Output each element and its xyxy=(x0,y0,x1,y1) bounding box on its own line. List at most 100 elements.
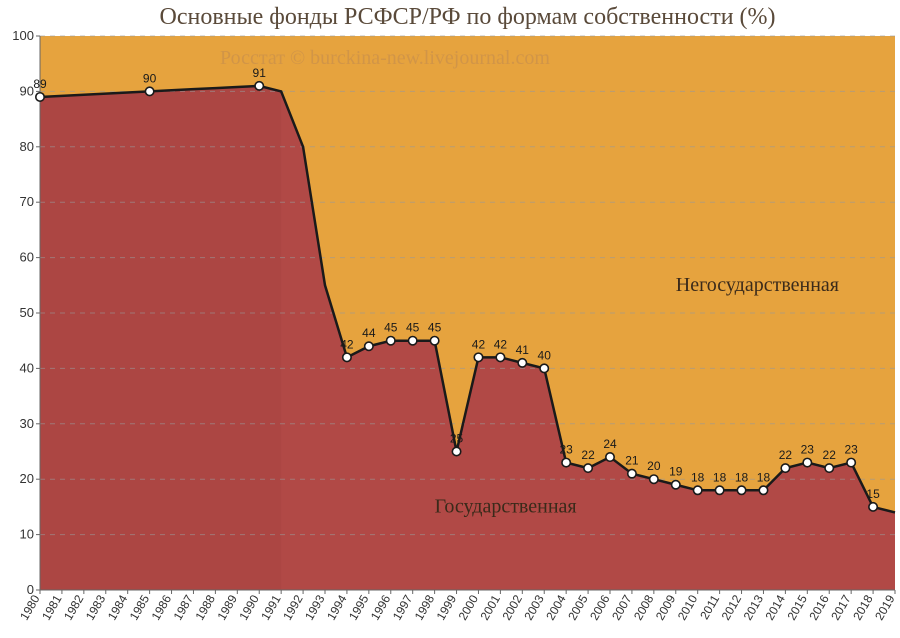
upper-region-label: Негосударственная xyxy=(676,274,839,296)
x-tick-label: 2016 xyxy=(806,592,832,622)
x-tick-label: 2018 xyxy=(850,592,876,622)
x-tick-label: 1997 xyxy=(390,592,416,622)
x-tick-label: 2001 xyxy=(478,592,504,622)
x-tick-label: 1983 xyxy=(83,592,109,622)
x-tick-label: 2003 xyxy=(521,592,547,622)
y-tick-label: 50 xyxy=(20,305,34,320)
data-marker xyxy=(343,353,351,361)
data-marker xyxy=(847,458,855,466)
x-tick-label: 2017 xyxy=(828,592,854,622)
x-tick-label: 1990 xyxy=(236,592,262,622)
data-label: 42 xyxy=(340,337,354,351)
x-tick-label: 1996 xyxy=(368,592,394,622)
data-label: 24 xyxy=(603,437,617,451)
x-tick-label: 1980 xyxy=(17,592,43,622)
data-marker xyxy=(584,464,592,472)
data-label: 19 xyxy=(669,465,683,479)
x-tick-label: 2010 xyxy=(675,592,701,622)
x-tick-label: 1998 xyxy=(412,592,438,622)
x-tick-label: 1985 xyxy=(127,592,153,622)
chart-title: Основные фонды РСФСР/РФ по формам собств… xyxy=(159,4,775,30)
data-marker xyxy=(606,453,614,461)
data-label: 23 xyxy=(559,443,573,457)
x-tick-label: 2007 xyxy=(609,592,635,622)
data-label: 15 xyxy=(866,487,880,501)
data-marker xyxy=(518,359,526,367)
lower-region-label: Государственная xyxy=(435,495,577,517)
data-marker xyxy=(825,464,833,472)
data-marker xyxy=(781,464,789,472)
data-label: 23 xyxy=(801,443,815,457)
data-marker xyxy=(650,475,658,483)
x-tick-label: 2005 xyxy=(565,592,591,622)
data-marker xyxy=(452,447,460,455)
data-marker xyxy=(737,486,745,494)
data-label: 22 xyxy=(779,448,793,462)
x-tick-label: 2004 xyxy=(543,592,569,622)
y-tick-label: 90 xyxy=(20,83,34,98)
data-marker xyxy=(255,82,263,90)
y-tick-label: 20 xyxy=(20,471,34,486)
data-label: 42 xyxy=(494,337,508,351)
x-tick-label: 1981 xyxy=(39,592,65,622)
x-tick-label: 1988 xyxy=(193,592,219,622)
data-marker xyxy=(474,353,482,361)
x-tick-label: 1986 xyxy=(149,592,175,622)
x-tick-label: 1989 xyxy=(214,592,240,622)
x-tick-label: 2009 xyxy=(653,592,679,622)
data-marker xyxy=(672,481,680,489)
y-tick-label: 40 xyxy=(20,360,34,375)
x-tick-label: 2015 xyxy=(784,592,810,622)
x-tick-label: 1995 xyxy=(346,592,372,622)
data-marker xyxy=(387,337,395,345)
data-marker xyxy=(540,364,548,372)
x-tick-label: 1992 xyxy=(280,592,306,622)
data-label: 18 xyxy=(713,470,727,484)
data-label: 18 xyxy=(691,470,705,484)
x-tick-label: 2012 xyxy=(719,592,745,622)
data-marker xyxy=(628,469,636,477)
x-tick-label: 2019 xyxy=(872,592,898,622)
data-label: 41 xyxy=(516,343,530,357)
x-tick-label: 2008 xyxy=(631,592,657,622)
data-label: 22 xyxy=(581,448,595,462)
data-label: 18 xyxy=(757,470,771,484)
data-marker xyxy=(715,486,723,494)
x-tick-label: 1999 xyxy=(434,592,460,622)
data-marker xyxy=(145,87,153,95)
pre91-overlay xyxy=(40,86,281,590)
x-tick-label: 2000 xyxy=(456,592,482,622)
y-tick-label: 100 xyxy=(12,28,34,43)
x-tick-label: 2013 xyxy=(741,592,767,622)
data-label: 44 xyxy=(362,326,376,340)
data-marker xyxy=(430,337,438,345)
y-tick-label: 10 xyxy=(20,527,34,542)
y-tick-label: 70 xyxy=(20,194,34,209)
data-label: 22 xyxy=(823,448,837,462)
data-label: 25 xyxy=(450,432,464,446)
data-label: 45 xyxy=(406,321,420,335)
data-label: 23 xyxy=(844,443,858,457)
data-marker xyxy=(36,93,44,101)
data-marker xyxy=(496,353,504,361)
watermark-text: Росстат © burckina-new.livejournal.com xyxy=(220,47,550,69)
x-tick-label: 1982 xyxy=(61,592,87,622)
data-label: 89 xyxy=(33,77,47,91)
x-tick-label: 2011 xyxy=(697,592,722,622)
data-label: 90 xyxy=(143,71,157,85)
x-tick-label: 1993 xyxy=(302,592,328,622)
x-tick-label: 1994 xyxy=(324,592,350,622)
x-tick-label: 2014 xyxy=(763,592,789,622)
y-tick-label: 30 xyxy=(20,416,34,431)
data-marker xyxy=(365,342,373,350)
x-tick-label: 1991 xyxy=(258,592,284,622)
x-tick-label: 1987 xyxy=(171,592,197,622)
data-label: 18 xyxy=(735,470,749,484)
data-label: 40 xyxy=(538,348,552,362)
x-tick-label: 2002 xyxy=(499,592,525,622)
x-tick-label: 2006 xyxy=(587,592,613,622)
data-marker xyxy=(408,337,416,345)
data-label: 42 xyxy=(472,337,486,351)
data-marker xyxy=(562,458,570,466)
chart-svg: 0102030405060708090100198019811982198319… xyxy=(0,0,900,638)
